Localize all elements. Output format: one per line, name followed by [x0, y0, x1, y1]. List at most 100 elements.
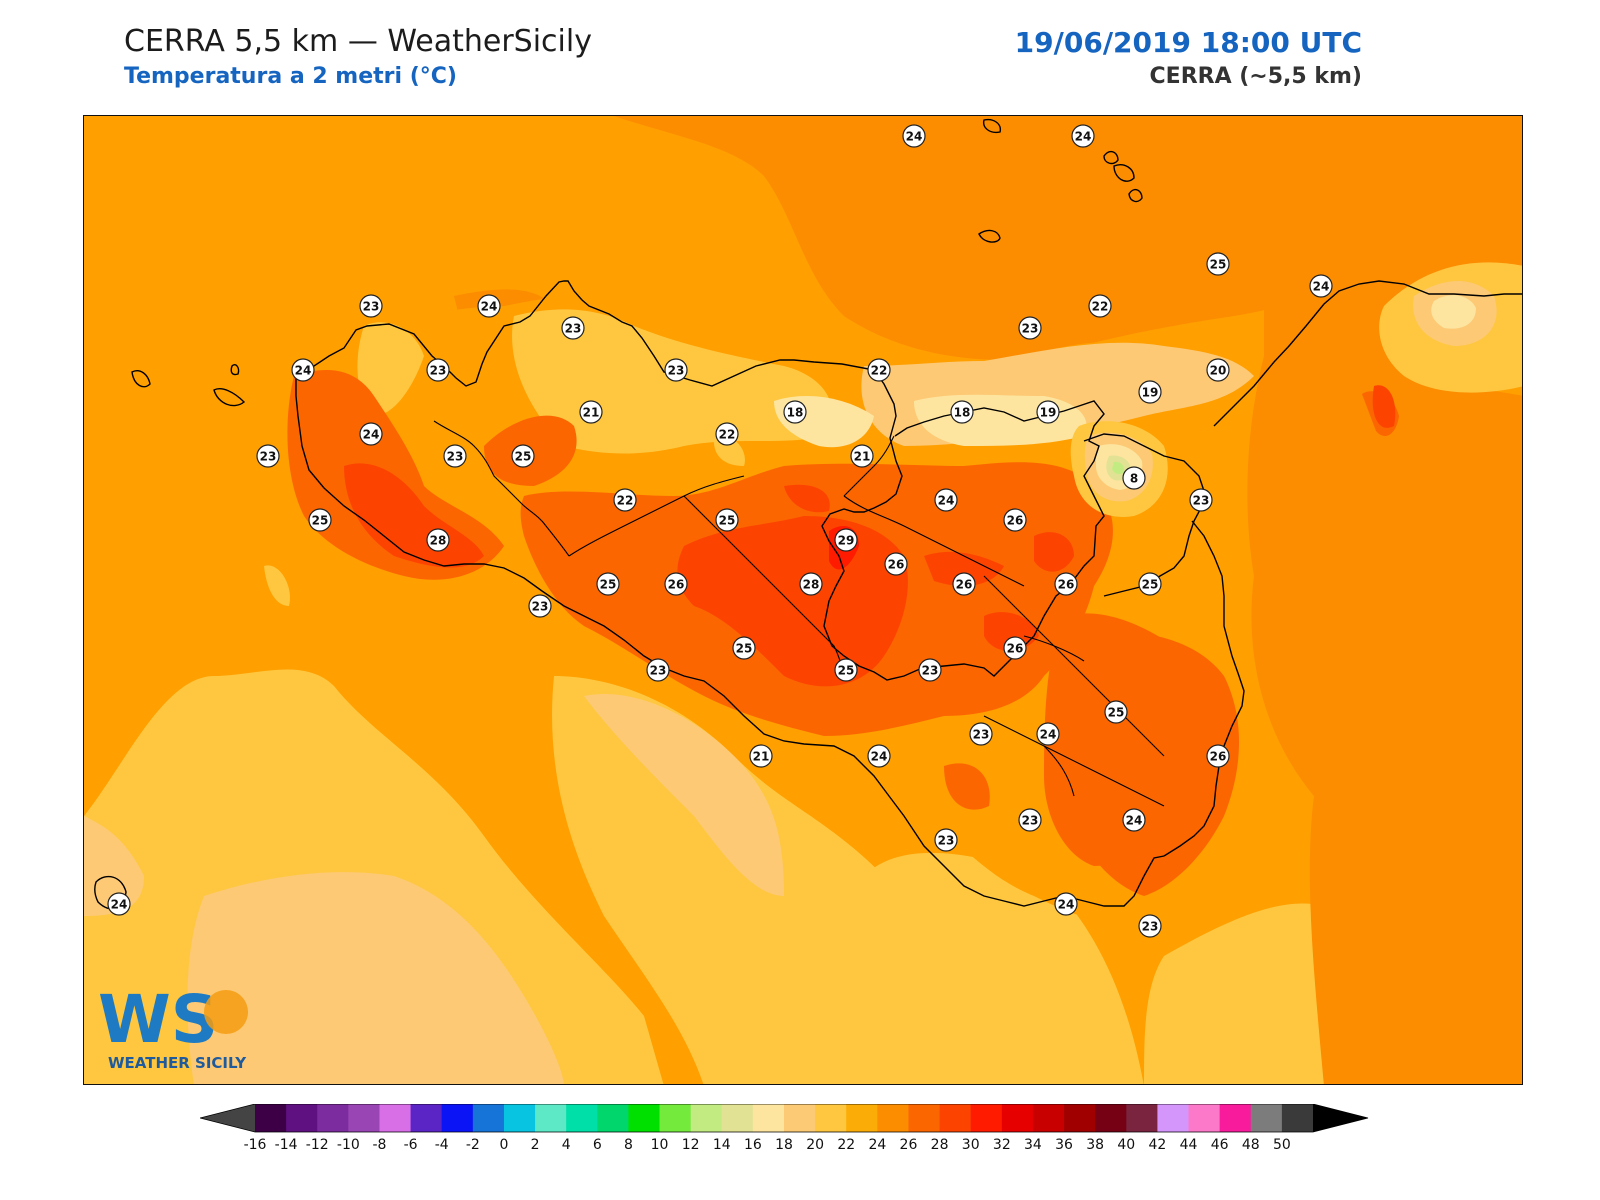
colorbar-swatches — [199, 1103, 1369, 1133]
colorbar-tick-label: 44 — [1180, 1137, 1198, 1153]
station-marker: 25 — [596, 572, 620, 596]
station-marker: 24 — [1036, 722, 1060, 746]
colorbar-swatch — [1064, 1104, 1096, 1132]
station-marker: 25 — [1206, 252, 1230, 276]
colorbar-tick-label: -4 — [435, 1137, 449, 1153]
colorbar-swatch — [503, 1104, 536, 1132]
station-marker: 28 — [799, 572, 823, 596]
colorbar-swatch — [1188, 1104, 1221, 1132]
station-value: 21 — [854, 450, 871, 464]
station-value: 25 — [312, 514, 329, 528]
colorbar-swatch — [1001, 1104, 1034, 1132]
station-value: 18 — [787, 406, 804, 420]
station-marker: 25 — [308, 508, 332, 532]
colorbar-tick-label: 32 — [993, 1137, 1011, 1153]
station-marker: 23 — [1189, 488, 1213, 512]
colorbar-tick-label: 46 — [1211, 1137, 1229, 1153]
colorbar-swatch — [379, 1104, 412, 1132]
station-marker: 24 — [867, 744, 891, 768]
station-marker: 22 — [715, 422, 739, 446]
station-marker: 25 — [732, 636, 756, 660]
station-value: 26 — [888, 558, 905, 572]
station-marker: 26 — [884, 552, 908, 576]
colorbar-tick-label: 0 — [499, 1137, 508, 1153]
colorbar-swatch — [535, 1104, 567, 1132]
colorbar-tick-label: 22 — [837, 1137, 855, 1153]
colorbar-swatch — [1095, 1104, 1127, 1132]
colorbar-tick-label: -10 — [337, 1137, 360, 1153]
station-marker: 26 — [1003, 508, 1027, 532]
colorbar-tick-label: 50 — [1273, 1137, 1291, 1153]
station-marker: 23 — [1018, 316, 1042, 340]
station-value: 26 — [1210, 750, 1227, 764]
station-marker: 23 — [256, 444, 280, 468]
station-marker: 23 — [664, 358, 688, 382]
colorbar-swatch — [1032, 1104, 1065, 1132]
station-marker: 21 — [579, 400, 603, 424]
colorbar-swatch — [410, 1104, 443, 1132]
field-ne-sea — [1362, 262, 1522, 436]
station-value: 24 — [938, 494, 955, 508]
station-value: 23 — [565, 322, 582, 336]
station-value: 23 — [1022, 814, 1039, 828]
station-value: 21 — [583, 406, 600, 420]
colorbar-swatch — [784, 1104, 816, 1132]
colorbar-swatch — [815, 1104, 847, 1132]
colorbar-tick-label: 10 — [651, 1137, 669, 1153]
colorbar-tick-label: 26 — [900, 1137, 918, 1153]
station-marker: 26 — [1054, 572, 1078, 596]
model-label: CERRA (~5,5 km) — [1149, 64, 1362, 89]
colorbar-swatch — [1157, 1104, 1190, 1132]
station-marker: 20 — [1206, 358, 1230, 382]
station-marker: 23 — [1138, 914, 1162, 938]
station-marker: 25 — [511, 444, 535, 468]
province-borders — [433, 420, 1165, 807]
colorbar-over-arrow — [1313, 1104, 1368, 1132]
colorbar-swatch — [752, 1104, 785, 1132]
station-marker: 25 — [834, 658, 858, 682]
station-value: 8 — [1130, 472, 1138, 486]
station-value: 25 — [600, 578, 617, 592]
station-marker: 18 — [950, 400, 974, 424]
station-value: 28 — [803, 578, 820, 592]
station-value: 24 — [906, 130, 923, 144]
colorbar-swatch — [348, 1104, 380, 1132]
station-value: 24 — [481, 300, 498, 314]
map-title: CERRA 5,5 km — WeatherSicily — [124, 24, 592, 59]
station-value: 23 — [447, 450, 464, 464]
station-value: 21 — [753, 750, 770, 764]
station-value: 24 — [1040, 728, 1057, 742]
station-value: 22 — [1092, 300, 1109, 314]
station-value: 23 — [532, 600, 549, 614]
station-value: 25 — [1108, 706, 1125, 720]
colorbar-tick-label: 38 — [1086, 1137, 1104, 1153]
map-subtitle: Temperatura a 2 metri (°C) — [124, 64, 457, 89]
station-value: 23 — [1193, 494, 1210, 508]
station-marker: 24 — [291, 358, 315, 382]
colorbar-tick-label: -12 — [306, 1137, 329, 1153]
station-marker: 26 — [952, 572, 976, 596]
station-marker: 24 — [1309, 274, 1333, 298]
station-value: 22 — [871, 364, 888, 378]
station-marker: 26 — [1003, 636, 1027, 660]
colorbar-swatch — [628, 1104, 661, 1132]
station-value: 26 — [1007, 642, 1024, 656]
colorbar-swatch — [659, 1104, 692, 1132]
colorbar-tick-label: -14 — [275, 1137, 298, 1153]
station-value: 23 — [922, 664, 939, 678]
station-marker: 24 — [107, 892, 131, 916]
station-marker: 24 — [934, 488, 958, 512]
station-value: 23 — [668, 364, 685, 378]
station-value: 22 — [617, 494, 634, 508]
station-value: 23 — [650, 664, 667, 678]
station-marker: 23 — [969, 722, 993, 746]
station-value: 25 — [838, 664, 855, 678]
station-value: 23 — [363, 300, 380, 314]
station-marker: 23 — [443, 444, 467, 468]
station-marker: 26 — [1206, 744, 1230, 768]
colorbar-swatch — [597, 1104, 629, 1132]
station-value: 23 — [938, 834, 955, 848]
colorbar-tick-label: 4 — [562, 1137, 571, 1153]
station-value: 26 — [1058, 578, 1075, 592]
colorbar-tick-label: 40 — [1117, 1137, 1135, 1153]
